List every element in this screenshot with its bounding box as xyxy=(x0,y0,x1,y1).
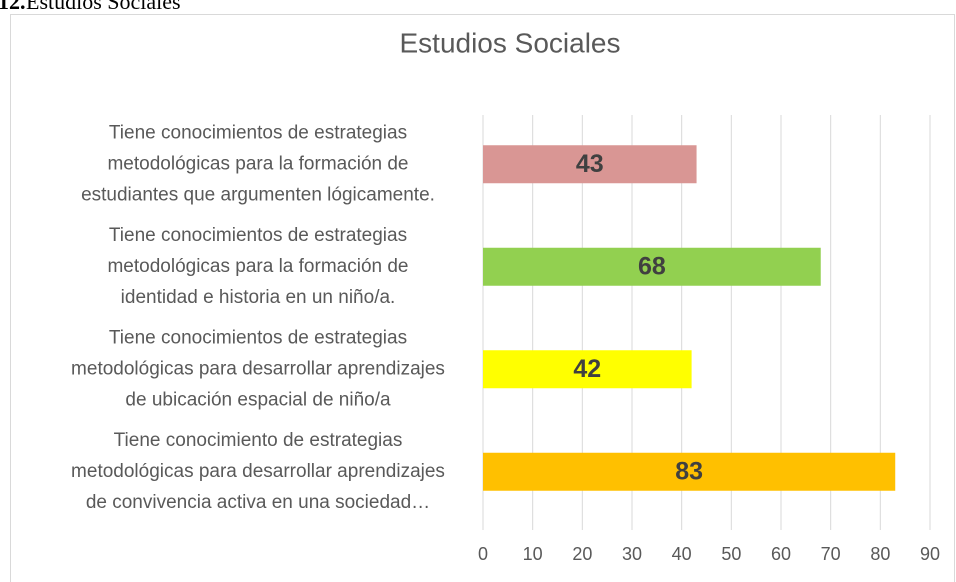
y-tick-label: metodológicas para desarrollar aprendiza… xyxy=(71,461,445,482)
y-tick-label: Tiene conocimiento de estrategias xyxy=(114,430,403,451)
value-label: 83 xyxy=(675,457,703,485)
x-tick-label: 40 xyxy=(672,544,692,564)
x-tick-label: 0 xyxy=(478,544,488,564)
x-tick-label: 90 xyxy=(920,544,940,564)
x-tick-label: 60 xyxy=(771,544,791,564)
chart-title: Estudios Sociales xyxy=(399,27,620,58)
bar xyxy=(483,247,821,286)
caption-number: 12. xyxy=(0,0,26,14)
x-tick-label: 10 xyxy=(523,544,543,564)
value-label: 42 xyxy=(573,355,601,383)
y-tick-label: estudiantes que argumenten lógicamente. xyxy=(81,184,435,205)
y-tick-label: Tiene conocimientos de estrategias xyxy=(109,327,407,348)
bar xyxy=(483,145,697,184)
y-tick-label: identidad e historia en un niño/a. xyxy=(121,287,396,308)
y-tick-label: Tiene conocimientos de estrategias xyxy=(109,225,407,246)
bar xyxy=(483,350,692,389)
x-tick-label: 70 xyxy=(821,544,841,564)
y-tick-label: de ubicación espacial de niño/a xyxy=(125,389,391,410)
y-tick-label: Tiene conocimientos de estrategias xyxy=(109,122,407,143)
x-tick-label: 80 xyxy=(870,544,890,564)
y-tick-label: metodológicas para la formación de xyxy=(107,153,408,174)
value-label: 43 xyxy=(576,150,604,178)
y-tick-label: metodológicas para la formación de xyxy=(107,256,408,277)
caption: Estudios Sociales xyxy=(26,0,181,14)
x-tick-label: 30 xyxy=(622,544,642,564)
y-tick-label: metodológicas para desarrollar aprendiza… xyxy=(71,358,445,379)
value-label: 68 xyxy=(638,252,666,280)
x-tick-label: 50 xyxy=(721,544,741,564)
x-tick-label: 20 xyxy=(572,544,592,564)
y-tick-label: de convivencia activa en una sociedad… xyxy=(86,492,430,513)
bar xyxy=(483,452,896,491)
